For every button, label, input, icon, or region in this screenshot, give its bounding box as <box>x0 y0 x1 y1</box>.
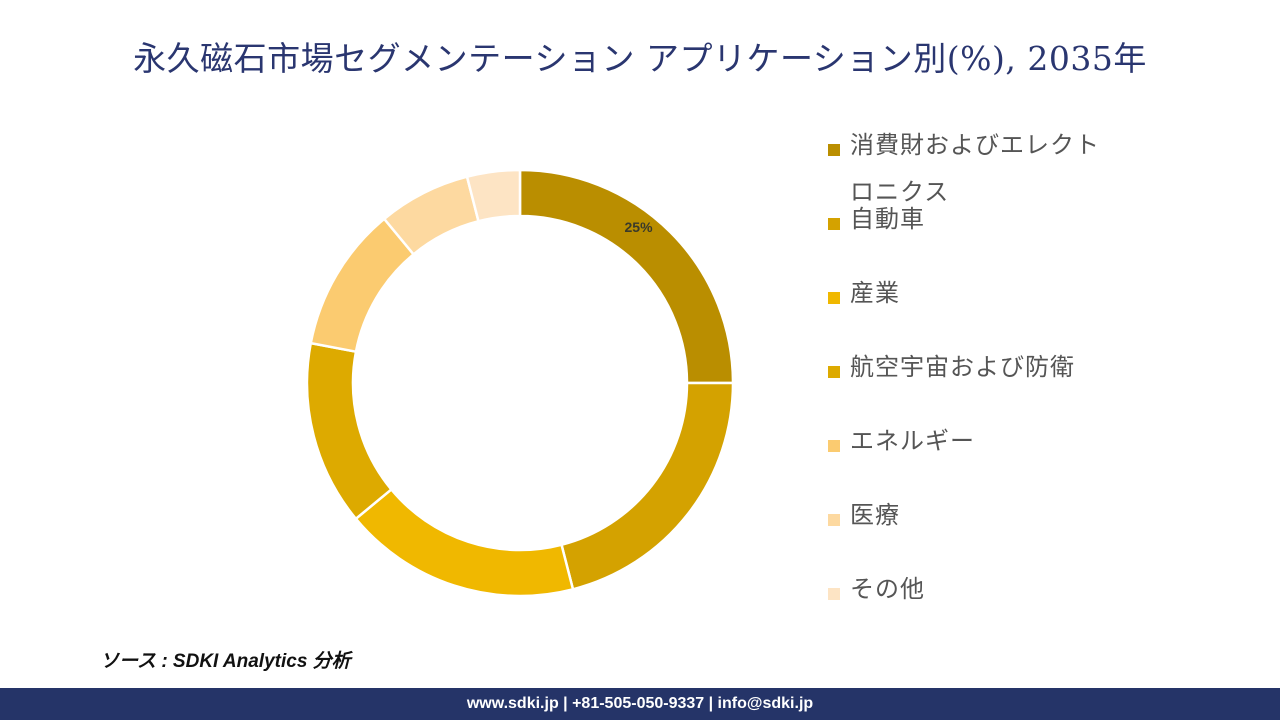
donut-slice-2 <box>560 381 735 591</box>
legend-item: その他 <box>828 575 1128 613</box>
legend-swatch <box>828 144 840 156</box>
legend-swatch <box>828 218 840 230</box>
legend-swatch <box>828 588 840 600</box>
legend-label: 消費財およびエレクトロニクス <box>850 131 1100 206</box>
donut-slice-4 <box>305 341 394 521</box>
legend-swatch <box>828 366 840 378</box>
donut-chart: 25% <box>305 168 735 598</box>
legend-label: 自動車 <box>850 205 925 233</box>
legend-item: 消費財およびエレクトロニクス <box>828 131 1128 216</box>
data-label: 25% <box>625 219 654 235</box>
legend-label: 産業 <box>850 279 900 307</box>
chart-title: 永久磁石市場セグメンテーション アプリケーション別(%), 2035年 <box>133 39 1147 78</box>
legend-label: 医療 <box>850 501 900 529</box>
donut-slice-1 <box>518 168 735 385</box>
donut-slice-3 <box>354 487 575 598</box>
legend-item: 航空宇宙および防衛 <box>828 353 1128 391</box>
legend-swatch <box>828 514 840 526</box>
footer-contact: www.sdki.jp | +81-505-050-9337 | info@sd… <box>0 688 1280 720</box>
donut-slice-5 <box>309 217 416 354</box>
legend-swatch <box>828 292 840 304</box>
legend-label: 航空宇宙および防衛 <box>850 353 1075 381</box>
legend-label: エネルギー <box>850 427 975 455</box>
legend-label: その他 <box>850 575 925 603</box>
legend-item: エネルギー <box>828 427 1128 465</box>
legend-item: 自動車 <box>828 205 1128 243</box>
legend-item: 医療 <box>828 501 1128 539</box>
legend-swatch <box>828 440 840 452</box>
donut-slice-7 <box>465 168 522 223</box>
source-note: ソース : SDKI Analytics 分析 <box>100 651 351 672</box>
legend-item: 産業 <box>828 279 1128 317</box>
